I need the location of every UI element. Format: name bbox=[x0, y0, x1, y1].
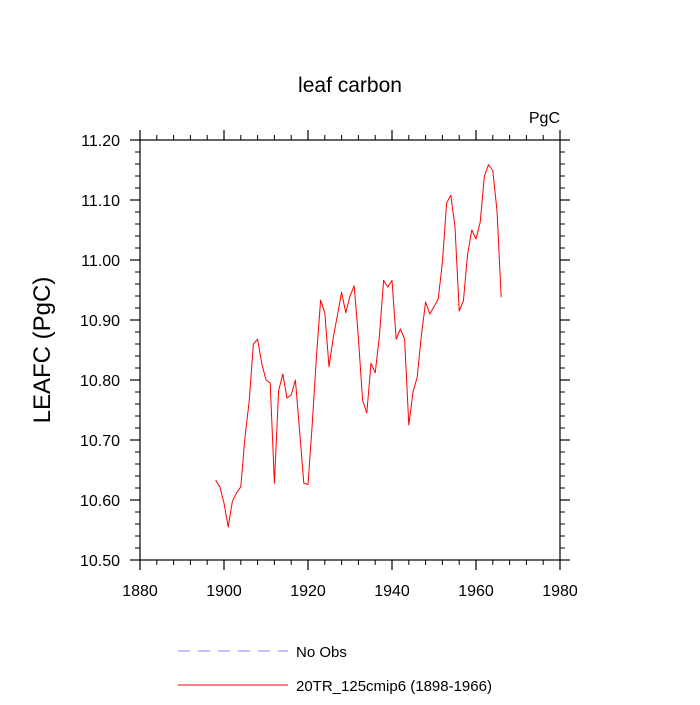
x-tick-label: 1920 bbox=[290, 583, 326, 600]
y-tick-label: 10.80 bbox=[80, 373, 120, 390]
series-line bbox=[215, 164, 502, 528]
legend: No Obs 20TR_125cmip6 (1898-1966) bbox=[178, 644, 492, 695]
y-tick-labels: 10.50 10.60 10.70 10.80 10.90 11.00 11.10 11.20 bbox=[80, 133, 120, 570]
y-tick-label: 10.50 bbox=[80, 553, 120, 570]
x-tick-label: 1980 bbox=[542, 583, 578, 600]
x-tick-label: 1880 bbox=[122, 583, 158, 600]
x-tick-labels: 1880 1900 1920 1940 1960 1980 bbox=[122, 583, 578, 600]
x-tick-label: 1900 bbox=[206, 583, 242, 600]
legend-label-20tr: 20TR_125cmip6 (1898-1966) bbox=[296, 678, 492, 695]
legend-label-no-obs: No Obs bbox=[296, 644, 347, 661]
y-tick-label: 10.70 bbox=[80, 433, 120, 450]
y-tick-label: 11.00 bbox=[81, 253, 120, 270]
units-label: PgC bbox=[529, 110, 560, 127]
y-tick-label: 11.20 bbox=[81, 133, 120, 150]
axis-ticks bbox=[130, 130, 570, 570]
plot-frame bbox=[139, 139, 561, 561]
chart-title: leaf carbon bbox=[298, 74, 402, 97]
x-tick-label: 1940 bbox=[374, 583, 410, 600]
y-tick-label: 11.10 bbox=[81, 193, 120, 210]
y-axis-label: LEAFC (PgC) bbox=[29, 277, 56, 424]
series-layer bbox=[215, 164, 502, 528]
x-tick-label: 1960 bbox=[458, 583, 494, 600]
y-tick-label: 10.90 bbox=[80, 313, 120, 330]
y-tick-label: 10.60 bbox=[80, 493, 120, 510]
